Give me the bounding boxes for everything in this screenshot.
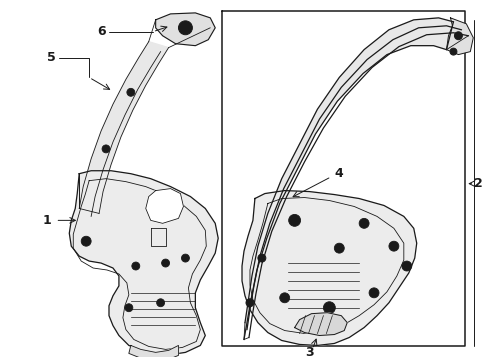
Circle shape: [358, 219, 368, 228]
Text: 5: 5: [47, 51, 56, 64]
Circle shape: [368, 288, 378, 298]
Circle shape: [245, 299, 253, 307]
Polygon shape: [446, 18, 472, 55]
Circle shape: [156, 299, 164, 307]
Circle shape: [401, 261, 411, 271]
Polygon shape: [129, 346, 178, 360]
Text: 2: 2: [473, 177, 482, 190]
Circle shape: [124, 304, 133, 312]
Polygon shape: [69, 171, 218, 355]
Polygon shape: [79, 42, 168, 213]
Circle shape: [288, 215, 300, 226]
Polygon shape: [155, 13, 215, 46]
Text: 3: 3: [305, 346, 313, 359]
Circle shape: [126, 88, 135, 96]
Circle shape: [162, 259, 169, 267]
Circle shape: [182, 25, 188, 31]
Circle shape: [334, 243, 344, 253]
Polygon shape: [294, 313, 346, 336]
Polygon shape: [242, 190, 416, 346]
Text: 6: 6: [97, 25, 105, 38]
Text: 1: 1: [42, 214, 51, 227]
Circle shape: [279, 293, 289, 303]
Circle shape: [257, 254, 265, 262]
Text: 4: 4: [334, 167, 343, 180]
Circle shape: [102, 145, 110, 153]
Circle shape: [388, 241, 398, 251]
Polygon shape: [145, 189, 183, 223]
Circle shape: [453, 32, 462, 40]
Circle shape: [178, 21, 192, 35]
Circle shape: [81, 236, 91, 246]
Polygon shape: [244, 18, 452, 339]
Circle shape: [132, 262, 140, 270]
Circle shape: [181, 254, 189, 262]
Circle shape: [323, 302, 335, 314]
Circle shape: [449, 48, 456, 55]
